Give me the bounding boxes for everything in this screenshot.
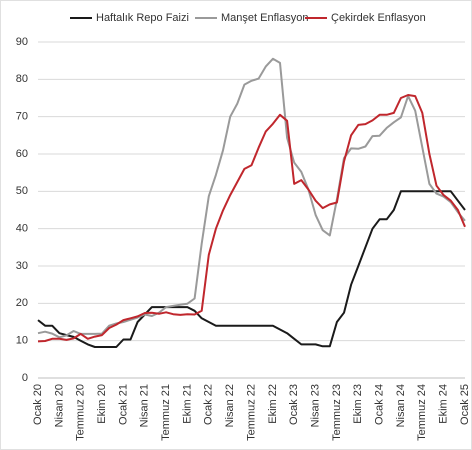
x-tick-label: Nisan 20 bbox=[53, 384, 65, 427]
x-tick-label: Ocak 22 bbox=[203, 384, 215, 425]
x-tick-label: Ekim 22 bbox=[267, 384, 279, 424]
x-tick-label: Temmuz 24 bbox=[416, 384, 428, 441]
x-tick-label: Ocak 24 bbox=[374, 384, 386, 425]
x-tick-label: Ekim 20 bbox=[96, 384, 108, 424]
x-tick-label: Temmuz 20 bbox=[75, 384, 87, 441]
y-tick-label: 40 bbox=[16, 223, 28, 235]
y-tick-label: 60 bbox=[16, 148, 28, 160]
x-tick-label: Nisan 22 bbox=[224, 384, 236, 427]
x-tick-label: Ocak 25 bbox=[459, 384, 471, 425]
series-line bbox=[37, 190, 466, 348]
x-tick-label: Ekim 23 bbox=[352, 384, 364, 424]
x-tick-label: Temmuz 23 bbox=[331, 384, 343, 441]
y-tick-label: 10 bbox=[16, 335, 28, 347]
y-tick-label: 90 bbox=[16, 36, 28, 48]
x-tick-label: Temmuz 22 bbox=[245, 384, 257, 441]
x-tick-label: Nisan 23 bbox=[309, 384, 321, 427]
y-tick-label: 50 bbox=[16, 185, 28, 197]
legend-label: Manşet Enflasyon bbox=[221, 12, 308, 24]
legend-label: Haftalık Repo Faizi bbox=[96, 12, 189, 24]
y-tick-label: 20 bbox=[16, 297, 28, 309]
legend-label: Çekirdek Enflasyon bbox=[331, 12, 426, 24]
x-tick-label: Ekim 24 bbox=[438, 384, 450, 424]
x-tick-label: Nisan 21 bbox=[139, 384, 151, 427]
series-line bbox=[37, 57, 466, 339]
y-tick-label: 30 bbox=[16, 260, 28, 272]
x-tick-label: Temmuz 21 bbox=[160, 384, 172, 441]
y-tick-label: 80 bbox=[16, 73, 28, 85]
x-tick-label: Ocak 20 bbox=[32, 384, 44, 425]
x-tick-label: Ekim 21 bbox=[181, 384, 193, 424]
y-tick-label: 70 bbox=[16, 111, 28, 123]
y-tick-label: 0 bbox=[22, 372, 28, 384]
series-line bbox=[37, 94, 466, 343]
x-tick-label: Nisan 24 bbox=[395, 384, 407, 427]
x-tick-label: Ocak 21 bbox=[117, 384, 129, 425]
x-tick-label: Ocak 23 bbox=[288, 384, 300, 425]
